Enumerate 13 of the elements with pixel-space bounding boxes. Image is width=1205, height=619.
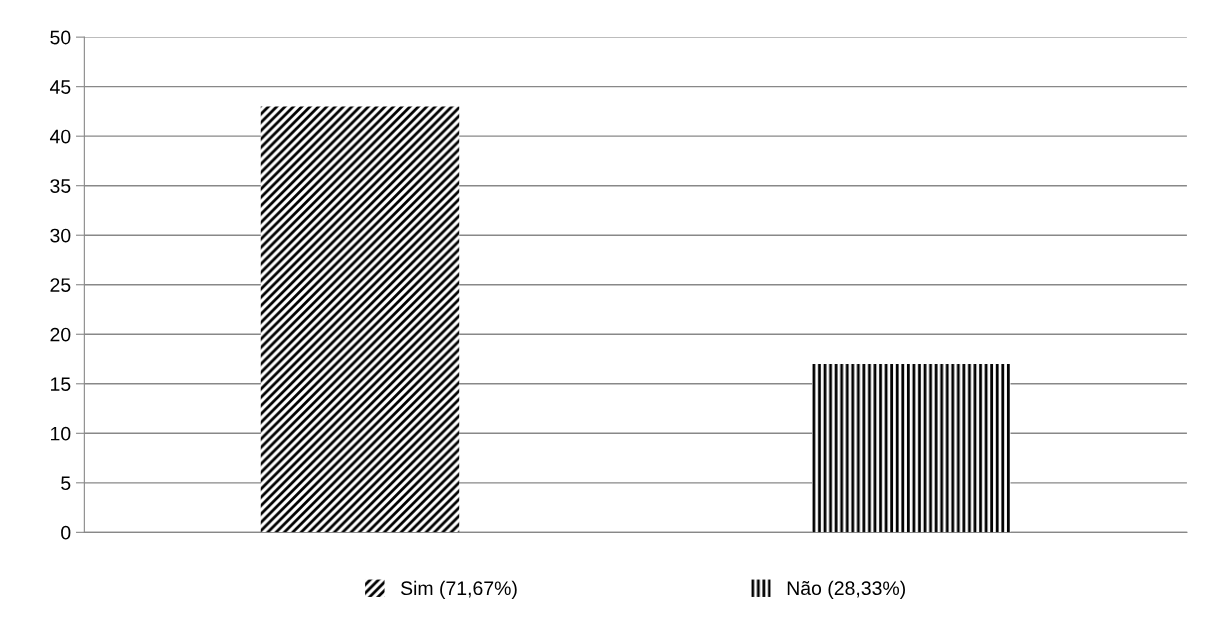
y-tick-label: 5 bbox=[61, 476, 71, 491]
legend-label: Sim (71,67%) bbox=[400, 580, 517, 599]
y-tick-label: 20 bbox=[50, 327, 71, 342]
y-tick-label: 45 bbox=[49, 80, 71, 94]
legend-label: Não (28,33%) bbox=[787, 580, 905, 599]
y-tick-label: 35 bbox=[50, 179, 71, 193]
y-tick-label: 40 bbox=[49, 129, 71, 144]
y-tick-label: 30 bbox=[50, 228, 71, 243]
y-tick-label: 50 bbox=[50, 30, 71, 45]
y-tick-label: 15 bbox=[51, 377, 71, 392]
y-tick-label: 25 bbox=[50, 278, 71, 292]
y-tick-label: 0 bbox=[61, 525, 71, 540]
y-tick-label: 10 bbox=[51, 426, 71, 441]
